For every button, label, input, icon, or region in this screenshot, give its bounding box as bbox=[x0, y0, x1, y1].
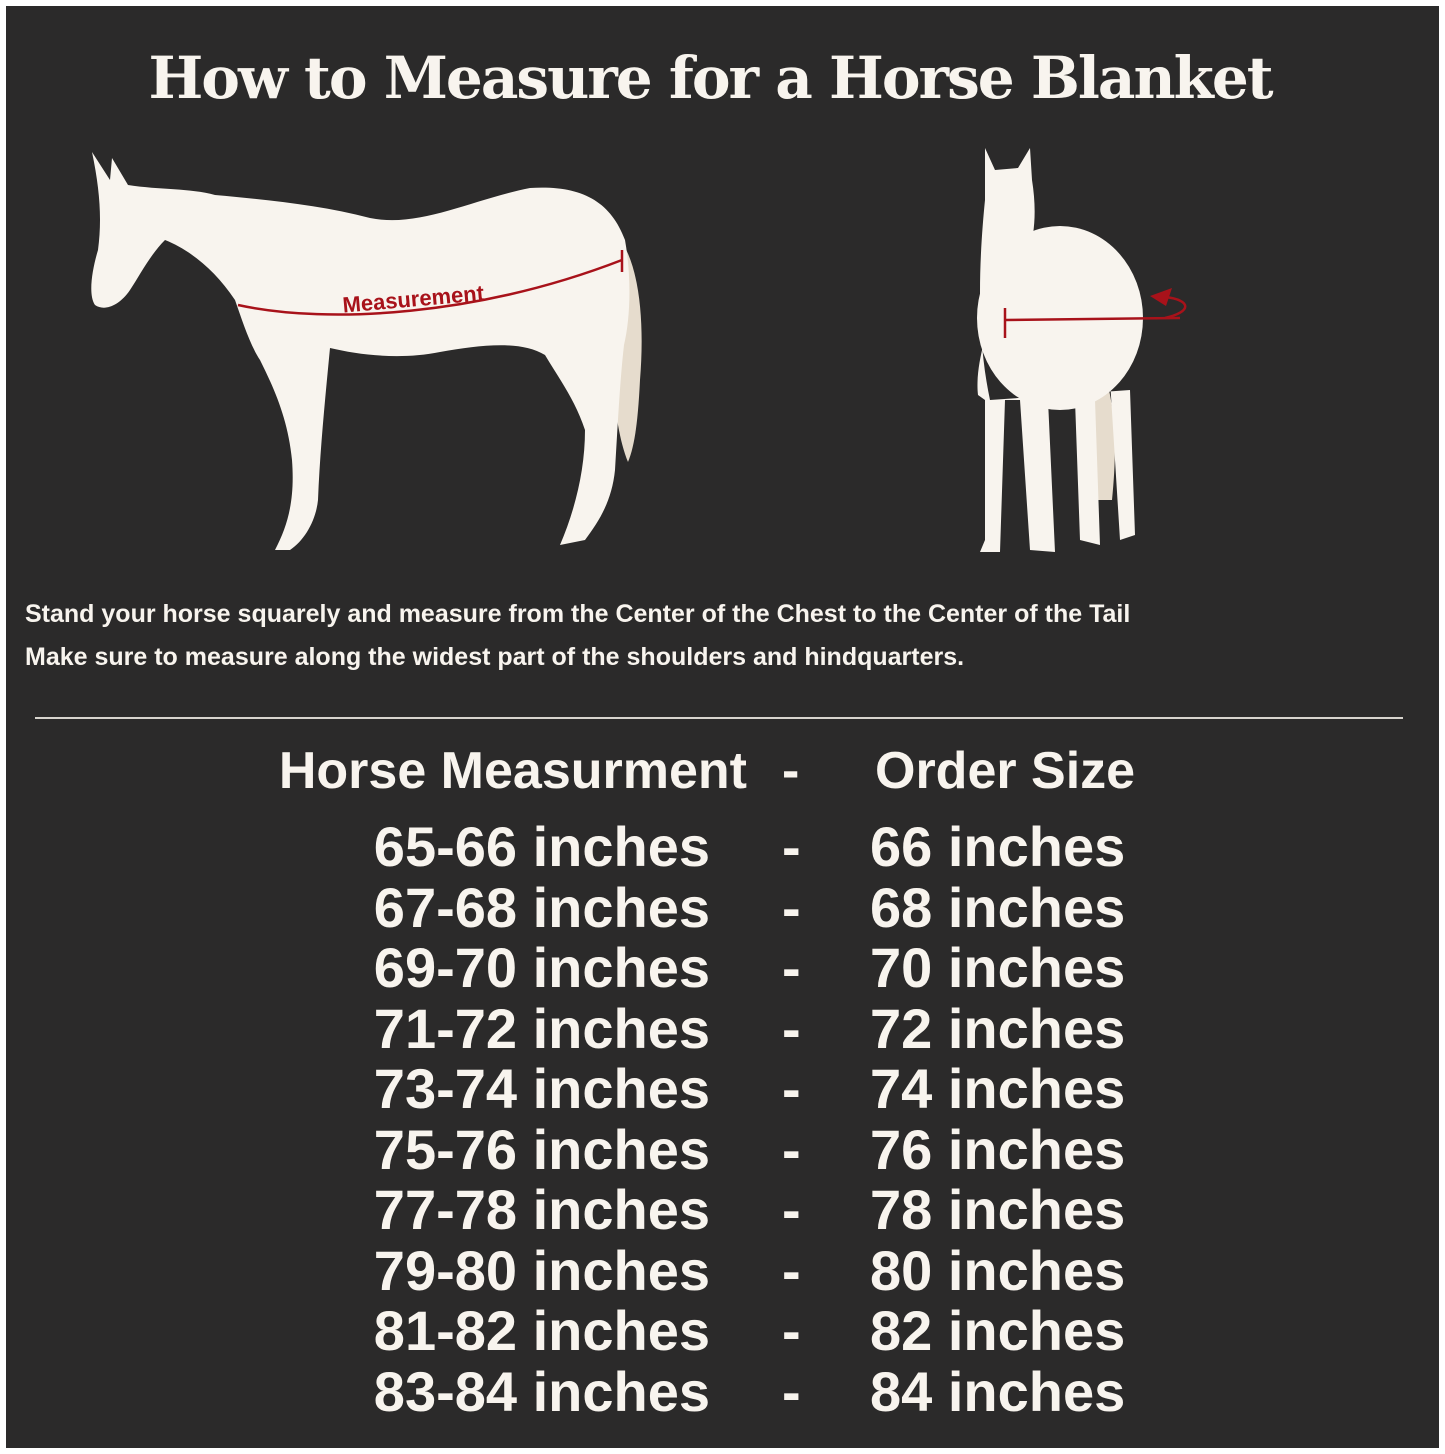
header-horse-measurement: Horse Measurment bbox=[278, 742, 747, 800]
table-row-separator: - bbox=[782, 936, 801, 999]
divider bbox=[35, 717, 1403, 719]
table-row-separator: - bbox=[782, 1117, 801, 1181]
table-row-size: 72 inches bbox=[870, 996, 1126, 1060]
table-row-measurement: 81-82 inches bbox=[373, 1299, 710, 1362]
horse-side-view-icon: Measurement bbox=[91, 152, 642, 550]
table-row-measurement: 77-78 inches bbox=[373, 1178, 710, 1241]
table-row-separator: - bbox=[782, 1238, 801, 1302]
table-row-separator: - bbox=[782, 815, 801, 878]
table-row-measurement: 83-84 inches bbox=[373, 1359, 710, 1423]
table-row-size: 82 inches bbox=[870, 1299, 1126, 1362]
table-row-measurement: 75-76 inches bbox=[373, 1117, 710, 1181]
table-row-measurement: 73-74 inches bbox=[373, 1057, 710, 1120]
table-row-measurement: 65-66 inches bbox=[373, 815, 710, 878]
table-row-size: 80 inches bbox=[870, 1238, 1126, 1302]
instruction-line-1: Stand your horse squarely and measure fr… bbox=[25, 600, 1131, 628]
table-row-measurement: 69-70 inches bbox=[373, 936, 710, 999]
table-row-size: 70 inches bbox=[870, 936, 1126, 999]
table-row-measurement: 79-80 inches bbox=[373, 1238, 710, 1302]
table-row-separator: - bbox=[782, 996, 801, 1060]
table-row-separator: - bbox=[782, 875, 801, 939]
header-order-size: Order Size bbox=[875, 742, 1136, 800]
table-row-size: 74 inches bbox=[870, 1057, 1126, 1120]
table-row-separator: - bbox=[782, 1057, 801, 1120]
table-row-size: 84 inches bbox=[870, 1359, 1126, 1423]
table-row-size: 66 inches bbox=[870, 815, 1126, 878]
table-row-size: 76 inches bbox=[870, 1117, 1126, 1181]
horse-diagrams: Measurement bbox=[91, 148, 1187, 552]
horse-front-view-icon bbox=[977, 148, 1187, 552]
table-row-separator: - bbox=[782, 1178, 801, 1241]
table-row-measurement: 71-72 inches bbox=[373, 996, 710, 1060]
instruction-line-2: Make sure to measure along the widest pa… bbox=[25, 643, 965, 671]
page-title: How to Measure for a Horse Blanket bbox=[148, 44, 1273, 112]
header-separator: - bbox=[782, 742, 800, 800]
measuring-arrow-icon bbox=[1164, 295, 1187, 320]
table-row-size: 78 inches bbox=[870, 1178, 1126, 1241]
table-row-measurement: 67-68 inches bbox=[373, 875, 710, 939]
table-row-separator: - bbox=[782, 1359, 801, 1423]
table-row-size: 68 inches bbox=[870, 875, 1126, 939]
table-row-separator: - bbox=[782, 1299, 801, 1362]
